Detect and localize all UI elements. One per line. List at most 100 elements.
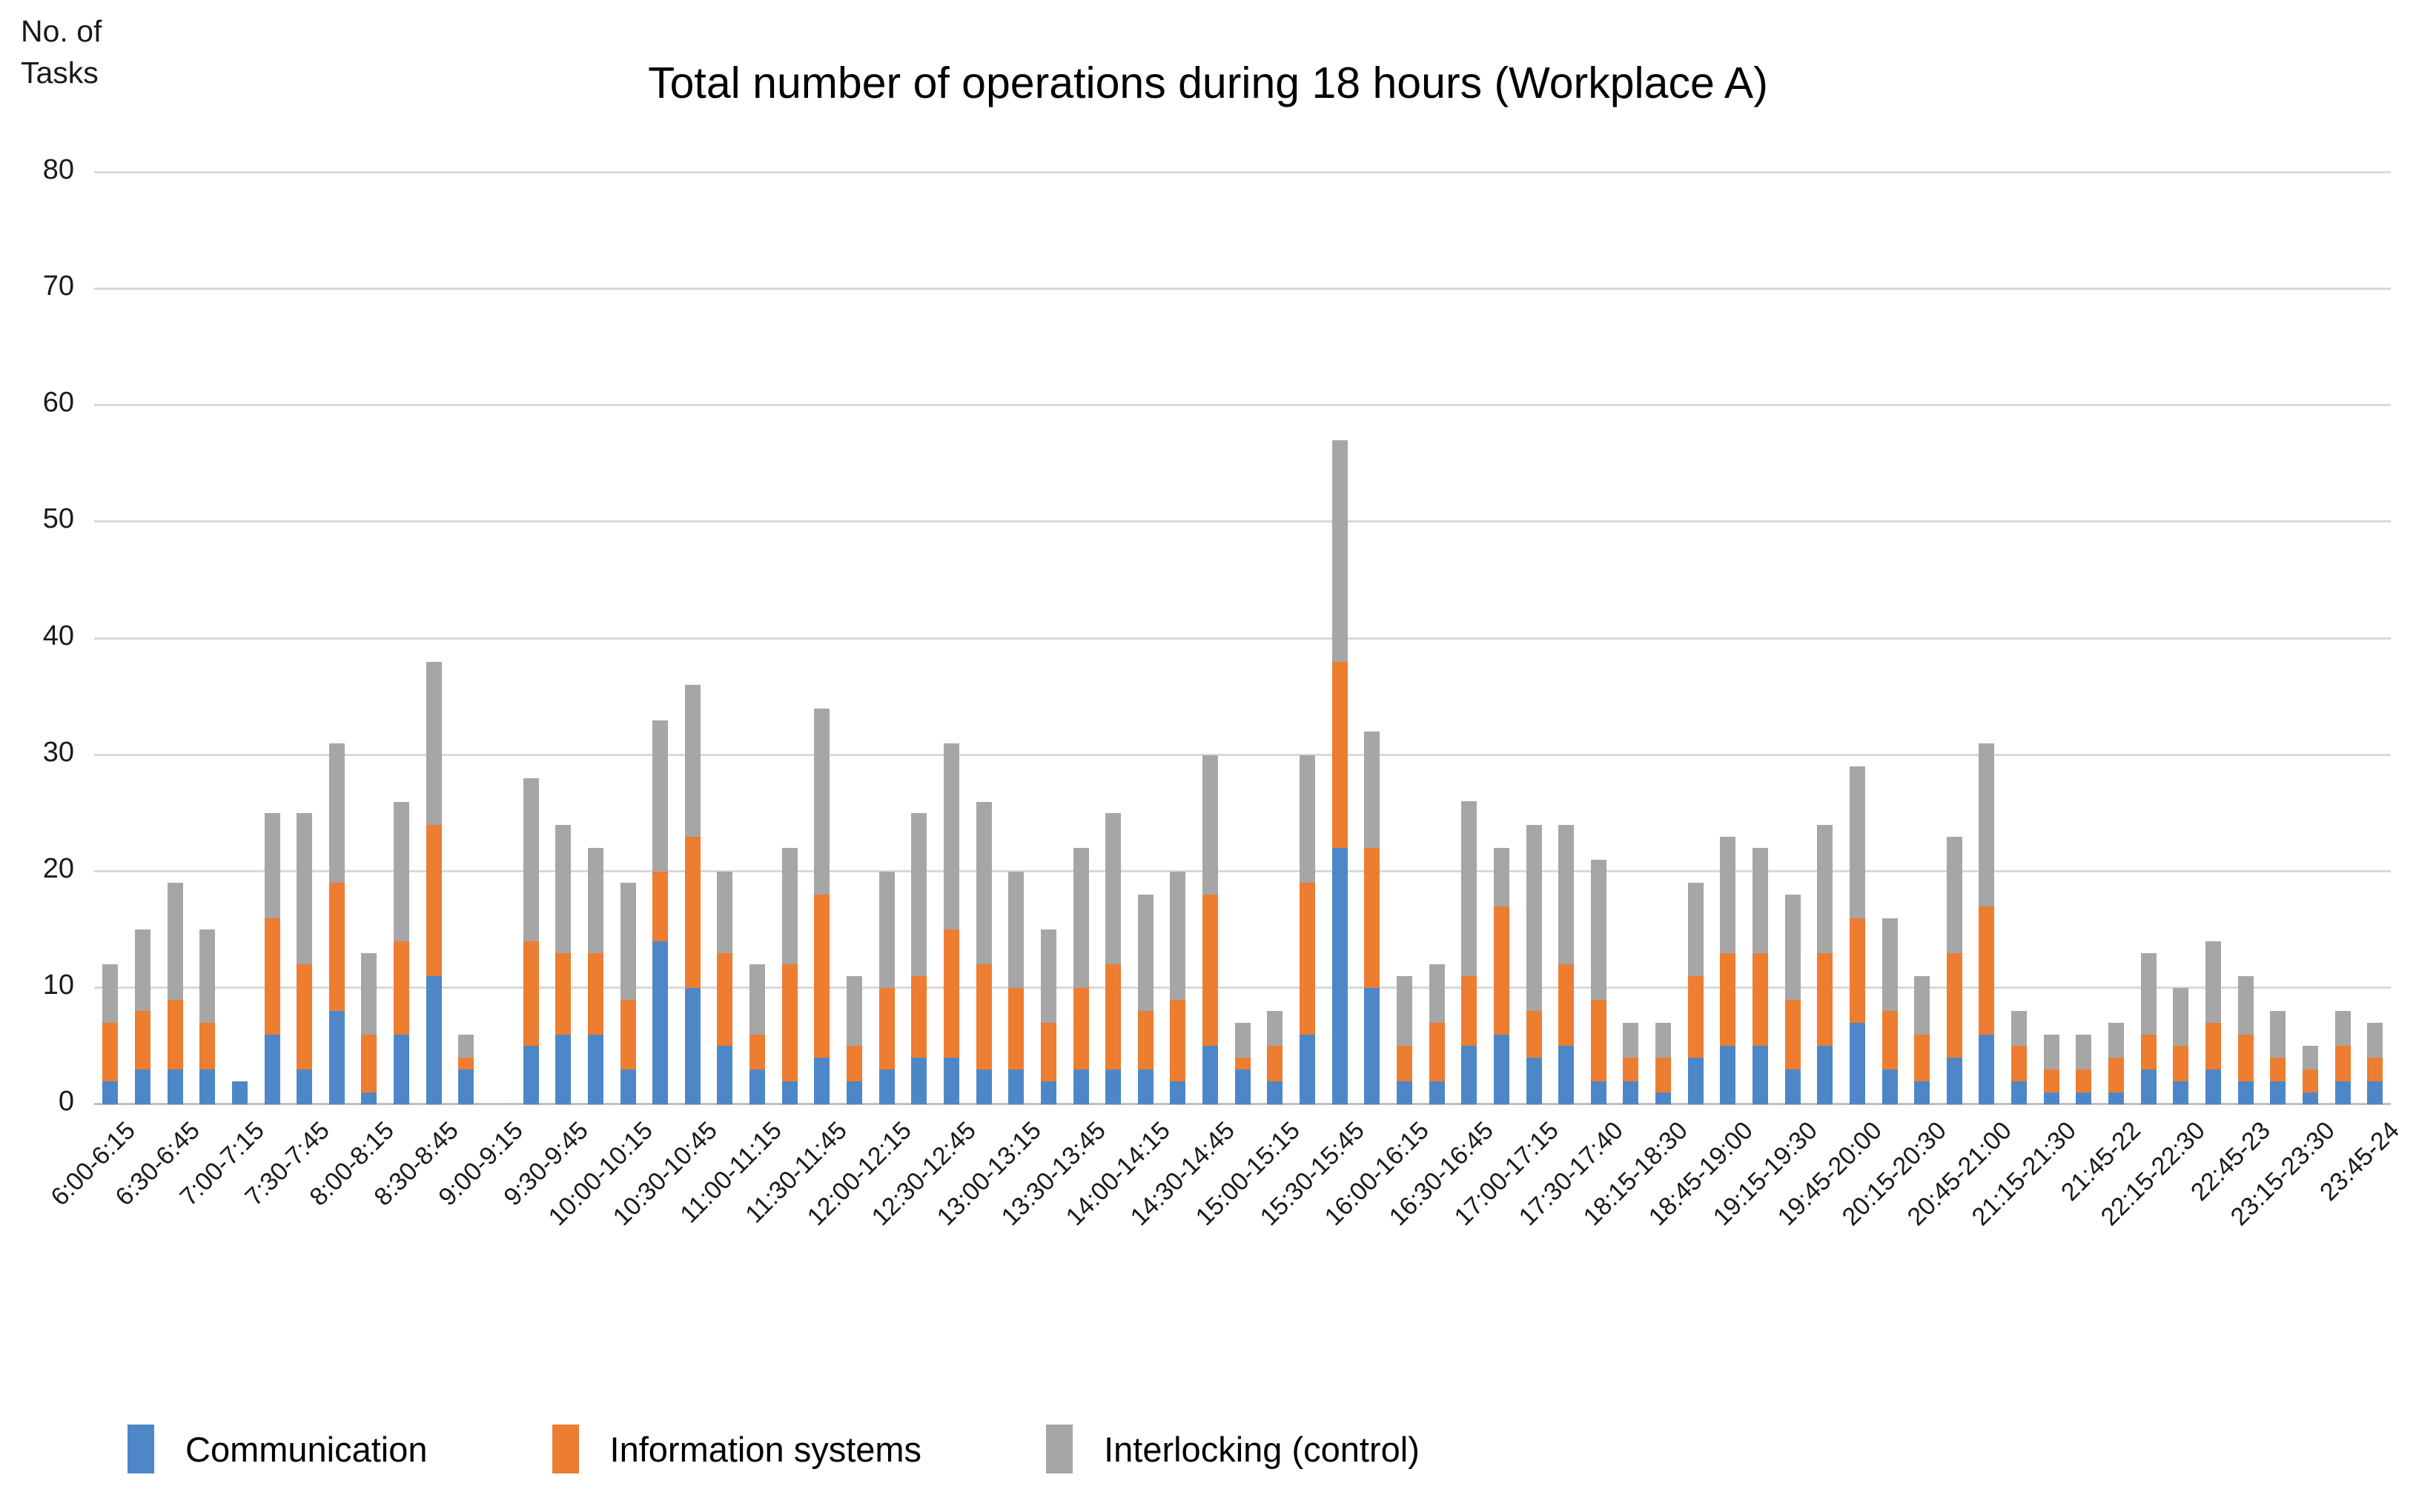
y-tick-label-80: 80 xyxy=(42,154,74,185)
bar-stack-54 xyxy=(1849,766,1865,1104)
bar-stack-66 xyxy=(2237,976,2254,1104)
gridline-30 xyxy=(94,753,2391,756)
bar-segment-interlocking-control--44 xyxy=(1526,824,1542,1012)
bar-slot-50 xyxy=(1712,173,1744,1104)
bar-segment-interlocking-control--24 xyxy=(878,871,895,988)
bar-segment-interlocking-control--34 xyxy=(1202,755,1219,895)
bar-segment-interlocking-control--59 xyxy=(2011,1011,2028,1047)
bar-segment-interlocking-control--17 xyxy=(652,720,669,872)
bar-slot-63 xyxy=(2132,173,2165,1104)
bar-segment-information-systems-3 xyxy=(199,1023,216,1070)
bar-stack-19 xyxy=(717,871,733,1104)
bar-segment-information-systems-17 xyxy=(652,871,669,942)
bar-slot-29 xyxy=(1033,173,1065,1104)
bar-segment-communication-41 xyxy=(1429,1081,1445,1104)
bar-slot-14 xyxy=(547,173,580,1104)
bar-segment-interlocking-control--8 xyxy=(361,952,377,1035)
bar-segment-interlocking-control--29 xyxy=(1040,929,1056,1024)
bar-segment-information-systems-35 xyxy=(1234,1058,1251,1070)
bar-segment-interlocking-control--31 xyxy=(1105,813,1122,965)
bar-segment-information-systems-51 xyxy=(1752,952,1768,1047)
gridline-50 xyxy=(94,520,2391,523)
bar-stack-36 xyxy=(1267,1011,1283,1104)
bar-segment-communication-47 xyxy=(1623,1081,1639,1104)
bar-segment-information-systems-13 xyxy=(523,941,539,1047)
bar-segment-communication-20 xyxy=(749,1069,766,1104)
bar-segment-interlocking-control--39 xyxy=(1364,732,1380,849)
bar-segment-communication-61 xyxy=(2076,1092,2092,1104)
bar-stack-67 xyxy=(2270,1011,2286,1104)
bar-segment-information-systems-69 xyxy=(2334,1046,2351,1081)
bar-segment-information-systems-16 xyxy=(620,999,636,1070)
bar-segment-communication-3 xyxy=(199,1069,216,1104)
bar-stack-63 xyxy=(2140,952,2157,1104)
bar-segment-communication-26 xyxy=(943,1058,959,1104)
bar-slot-21 xyxy=(773,173,806,1104)
bar-stack-25 xyxy=(911,813,927,1104)
bar-slot-40 xyxy=(1389,173,1421,1104)
bar-segment-communication-70 xyxy=(2367,1081,2383,1104)
bar-segment-information-systems-52 xyxy=(1784,999,1801,1070)
bar-segment-communication-23 xyxy=(847,1081,863,1104)
bar-segment-interlocking-control--15 xyxy=(587,848,603,953)
bar-stack-28 xyxy=(1008,871,1025,1104)
bar-segment-information-systems-50 xyxy=(1720,952,1736,1047)
bar-segment-interlocking-control--61 xyxy=(2076,1034,2092,1070)
bar-slot-28 xyxy=(1000,173,1033,1104)
bar-slot-3 xyxy=(191,173,224,1104)
bar-stack-52 xyxy=(1784,895,1801,1104)
bar-segment-communication-50 xyxy=(1720,1046,1736,1104)
bar-segment-interlocking-control--28 xyxy=(1008,871,1025,988)
bar-segment-interlocking-control--65 xyxy=(2205,941,2221,1024)
bar-segment-interlocking-control--21 xyxy=(781,848,798,965)
bar-segment-interlocking-control--43 xyxy=(1493,848,1509,906)
legend: Communication Information systems Interloc… xyxy=(128,1425,1420,1473)
bar-segment-interlocking-control--10 xyxy=(426,661,442,825)
bar-segment-interlocking-control--25 xyxy=(911,813,927,977)
bar-segment-information-systems-59 xyxy=(2011,1046,2028,1081)
bar-segment-communication-29 xyxy=(1040,1081,1056,1104)
bar-slot-16 xyxy=(612,173,644,1104)
bar-stack-62 xyxy=(2108,1023,2125,1104)
legend-swatch-icon xyxy=(552,1425,579,1473)
bar-stack-64 xyxy=(2173,987,2189,1104)
bar-stack-13 xyxy=(523,778,539,1104)
bar-segment-information-systems-25 xyxy=(911,976,927,1058)
bar-segment-information-systems-11 xyxy=(458,1058,474,1070)
bar-segment-information-systems-0 xyxy=(102,1023,119,1081)
bar-segment-communication-22 xyxy=(814,1058,830,1104)
bar-segment-information-systems-36 xyxy=(1267,1046,1283,1081)
bar-stack-22 xyxy=(814,708,830,1104)
bar-stack-50 xyxy=(1720,836,1736,1104)
bar-segment-information-systems-40 xyxy=(1396,1046,1412,1081)
bar-segment-communication-66 xyxy=(2237,1081,2254,1104)
bar-slot-12 xyxy=(483,173,515,1104)
bar-stack-9 xyxy=(394,801,410,1104)
bar-segment-information-systems-48 xyxy=(1655,1058,1672,1093)
bar-stack-41 xyxy=(1429,964,1445,1104)
bar-stack-58 xyxy=(1979,743,1995,1104)
bar-segment-communication-58 xyxy=(1979,1034,1995,1104)
bar-segment-information-systems-66 xyxy=(2237,1034,2254,1081)
bar-segment-information-systems-5 xyxy=(264,918,280,1035)
bar-stack-69 xyxy=(2334,1011,2351,1104)
bar-segment-communication-34 xyxy=(1202,1046,1219,1104)
bar-stack-0 xyxy=(102,964,119,1104)
bar-segment-information-systems-30 xyxy=(1073,987,1089,1070)
bar-segment-information-systems-29 xyxy=(1040,1023,1056,1081)
bar-segment-communication-42 xyxy=(1461,1046,1477,1104)
bar-segment-communication-36 xyxy=(1267,1081,1283,1104)
bar-segment-communication-45 xyxy=(1558,1046,1575,1104)
bar-slot-41 xyxy=(1420,173,1453,1104)
bar-segment-interlocking-control--35 xyxy=(1234,1023,1251,1058)
bar-segment-communication-31 xyxy=(1105,1069,1122,1104)
bar-segment-interlocking-control--23 xyxy=(847,976,863,1047)
bar-segment-communication-1 xyxy=(134,1069,150,1104)
bar-segment-interlocking-control--46 xyxy=(1590,860,1606,1000)
bar-segment-communication-63 xyxy=(2140,1069,2157,1104)
bar-stack-4 xyxy=(231,1081,248,1104)
bar-segment-interlocking-control--67 xyxy=(2270,1011,2286,1058)
bar-segment-information-systems-65 xyxy=(2205,1023,2221,1070)
bar-slot-2 xyxy=(159,173,191,1104)
bar-slot-30 xyxy=(1065,173,1097,1104)
